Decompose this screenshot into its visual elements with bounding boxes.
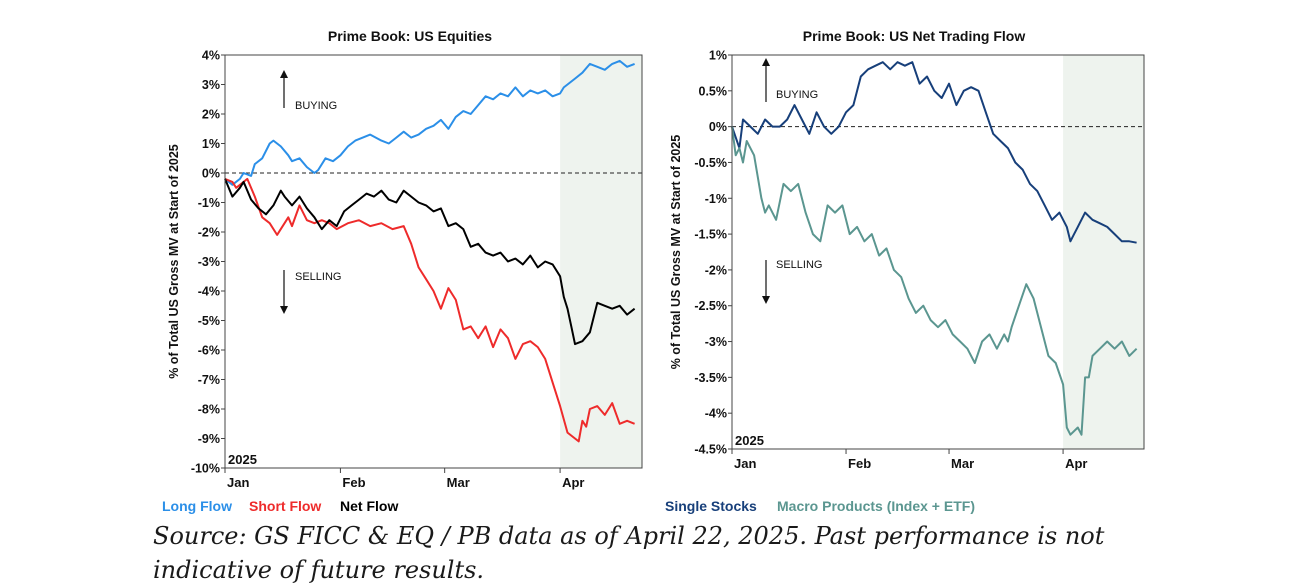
chart-title: Prime Book: US Net Trading Flow (803, 28, 1026, 44)
selling-label: SELLING (295, 271, 341, 283)
buying-annotation: BUYING (762, 58, 818, 102)
legend-item: Single Stocks (665, 498, 757, 514)
buying-annotation: BUYING (280, 70, 337, 112)
series-line-long-flow (224, 59, 635, 186)
y-tick-label: 1% (202, 137, 220, 151)
x-tick-label: Jan (734, 456, 756, 471)
y-tick-label: -3% (705, 335, 727, 349)
chart-us-equities: Prime Book: US Equities 4% 3% 2% 1% 0% -1% -2%… (162, 28, 643, 514)
y-tick-label: -1% (198, 196, 220, 210)
x-tick-label: Apr (562, 475, 584, 490)
plot-frame (224, 54, 643, 469)
y-tick-label: 0% (202, 167, 220, 181)
x-tick-label: Feb (342, 475, 365, 490)
chart-title: Prime Book: US Equities (328, 28, 492, 44)
source-note-line-1: Source: GS FICC & EQ / PB data as of Apr… (153, 522, 1105, 550)
legend-item: Short Flow (249, 498, 321, 514)
plot-frame (731, 54, 1145, 450)
y-tick-label: 2% (202, 108, 220, 122)
up-arrow-head (280, 70, 288, 78)
x-tick-label: Feb (848, 456, 871, 471)
selling-annotation: SELLING (762, 259, 822, 304)
series-line-macro-products-index-etf (731, 126, 1138, 436)
series-line-short-flow (224, 177, 635, 443)
y-tick-label: -9% (198, 432, 220, 446)
y-tick-label: -2.5% (694, 299, 727, 313)
year-label: 2025 (228, 452, 257, 467)
x-tick-label: Jan (227, 475, 249, 490)
y-tick-label: -6% (198, 344, 220, 358)
legend-item: Net Flow (340, 498, 398, 514)
y-tick-label: 3% (202, 78, 220, 92)
source-note-line-2: indicative of future results. (153, 556, 485, 584)
buying-label: BUYING (776, 89, 818, 101)
y-tick-label: -2% (705, 263, 727, 277)
buying-label: BUYING (295, 100, 337, 112)
y-tick-label: -1% (705, 192, 727, 206)
shaded-period (560, 55, 642, 468)
y-tick-label: -3.5% (694, 371, 727, 385)
y-tick-label: 1% (709, 49, 727, 63)
down-arrow-head (280, 306, 288, 314)
y-tick-label: -10% (191, 462, 220, 476)
selling-label: SELLING (776, 259, 822, 271)
year-label: 2025 (735, 433, 764, 448)
y-tick-label: -8% (198, 403, 220, 417)
y-axis-label: % of Total US Gross MV at Start of 2025 (669, 135, 683, 370)
y-tick-label: -3% (198, 255, 220, 269)
series-line-single-stocks (731, 61, 1137, 244)
y-tick-label: -1.5% (694, 228, 727, 242)
y-tick-label: -4% (198, 285, 220, 299)
chart-net-trading-flow: Prime Book: US Net Trading Flow 1% 0.5% 0%… (665, 28, 1145, 514)
down-arrow-head (762, 296, 770, 304)
y-tick-label: -5% (198, 314, 220, 328)
y-tick-label: 0% (709, 120, 727, 134)
y-tick-label: -7% (198, 373, 220, 387)
y-axis-label: % of Total US Gross MV at Start of 2025 (167, 144, 181, 379)
y-tick-label: -0.5% (694, 156, 727, 170)
series-line-net-flow (224, 178, 636, 346)
up-arrow-head (762, 58, 770, 66)
selling-annotation: SELLING (280, 270, 341, 314)
y-tick-label: 4% (202, 49, 220, 63)
legend-item: Long Flow (162, 498, 232, 514)
y-tick-label: 0.5% (699, 84, 728, 98)
y-tick-label: -2% (198, 226, 220, 240)
y-tick-label: -4% (705, 407, 727, 421)
y-tick-label: -4.5% (694, 443, 727, 457)
x-tick-label: Apr (1065, 456, 1087, 471)
x-tick-label: Mar (447, 475, 470, 490)
x-tick-label: Mar (951, 456, 974, 471)
shaded-period (1063, 55, 1144, 449)
legend-item: Macro Products (Index + ETF) (777, 498, 975, 514)
